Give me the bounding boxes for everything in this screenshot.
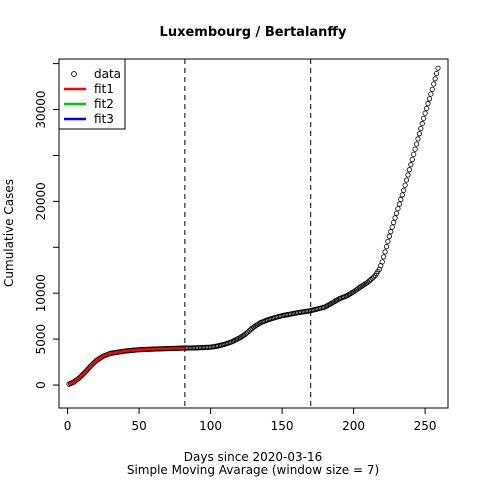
data-point	[396, 201, 402, 207]
legend-label-data: data	[94, 67, 121, 81]
data-point	[411, 151, 417, 157]
x-tick-label: 200	[342, 419, 365, 433]
y-axis: 0 5000 10000 20000 30000	[34, 63, 60, 389]
data-point	[422, 110, 428, 116]
data-point	[389, 224, 395, 230]
data-point	[402, 182, 408, 188]
x-tick-label: 50	[131, 419, 146, 433]
chart-title: Luxembourg / Bertalanffy	[160, 25, 347, 40]
legend-label-fit1: fit1	[94, 82, 114, 96]
y-tick-label: 0	[34, 381, 48, 389]
data-point	[77, 374, 84, 380]
data-point	[398, 196, 404, 203]
data-point	[419, 120, 425, 127]
data-point	[382, 249, 388, 255]
x-tick-label: 150	[271, 419, 294, 433]
data-point	[369, 275, 375, 281]
data-point	[388, 229, 394, 235]
data-point	[393, 210, 400, 216]
y-tick-label: 20000	[34, 182, 48, 220]
data-point	[365, 279, 371, 285]
x-tick-label: 100	[199, 419, 222, 433]
data-point	[381, 254, 387, 260]
data-point	[86, 365, 92, 371]
data-point	[425, 101, 431, 107]
x-axis-sublabel: Simple Moving Avarage (window size = 7)	[127, 463, 379, 477]
data-point	[89, 362, 95, 368]
data-point	[379, 259, 385, 265]
data-point	[399, 192, 405, 198]
data-point	[416, 131, 422, 137]
data-point	[76, 375, 82, 381]
chart-marks	[66, 59, 441, 408]
data-point	[431, 81, 437, 87]
legend-symbol-data	[71, 71, 77, 77]
x-tick-label: 250	[414, 419, 437, 433]
data-point	[421, 115, 427, 121]
data-point	[391, 219, 397, 226]
y-axis-label: Cumulative Cases	[2, 179, 16, 287]
data-point	[82, 370, 88, 376]
data-point	[79, 372, 85, 378]
data-point	[415, 136, 421, 142]
data-point	[418, 126, 424, 132]
data-point	[409, 156, 415, 163]
data-point	[395, 206, 401, 212]
fit1-line	[68, 346, 185, 386]
data-point	[426, 96, 433, 102]
data-point	[435, 65, 441, 71]
data-point	[403, 177, 410, 183]
data-point	[392, 215, 398, 221]
data-point	[87, 363, 94, 369]
data-point	[423, 105, 430, 112]
data-point	[401, 187, 407, 193]
legend-box	[58, 58, 126, 130]
x-tick-label: 0	[64, 419, 72, 433]
y-tick-label: 5000	[34, 324, 48, 355]
data-point	[385, 238, 391, 245]
x-axis: 0 50 100 150 200 250	[64, 407, 437, 433]
data-point	[368, 276, 374, 283]
data-point	[432, 76, 438, 82]
y-tick-label: 30000	[34, 90, 48, 128]
data-point	[83, 368, 89, 374]
legend-label-fit3: fit3	[94, 112, 114, 126]
data-point	[386, 233, 392, 239]
data-point	[412, 146, 418, 152]
data-point	[429, 86, 435, 92]
data-point	[90, 360, 96, 367]
data-point	[413, 141, 420, 147]
x-axis-label: Days since 2020-03-16	[184, 450, 323, 464]
data-point	[366, 278, 372, 284]
data-point	[85, 366, 91, 373]
y-tick-label: 10000	[34, 274, 48, 312]
data-point	[371, 274, 377, 280]
data-point	[408, 162, 414, 168]
legend-label-fit2: fit2	[94, 97, 114, 111]
data-point	[433, 70, 440, 77]
data-point	[428, 91, 434, 97]
data-point	[406, 167, 412, 173]
data-point	[80, 371, 86, 377]
data-point	[383, 244, 390, 250]
data-point	[405, 172, 411, 178]
